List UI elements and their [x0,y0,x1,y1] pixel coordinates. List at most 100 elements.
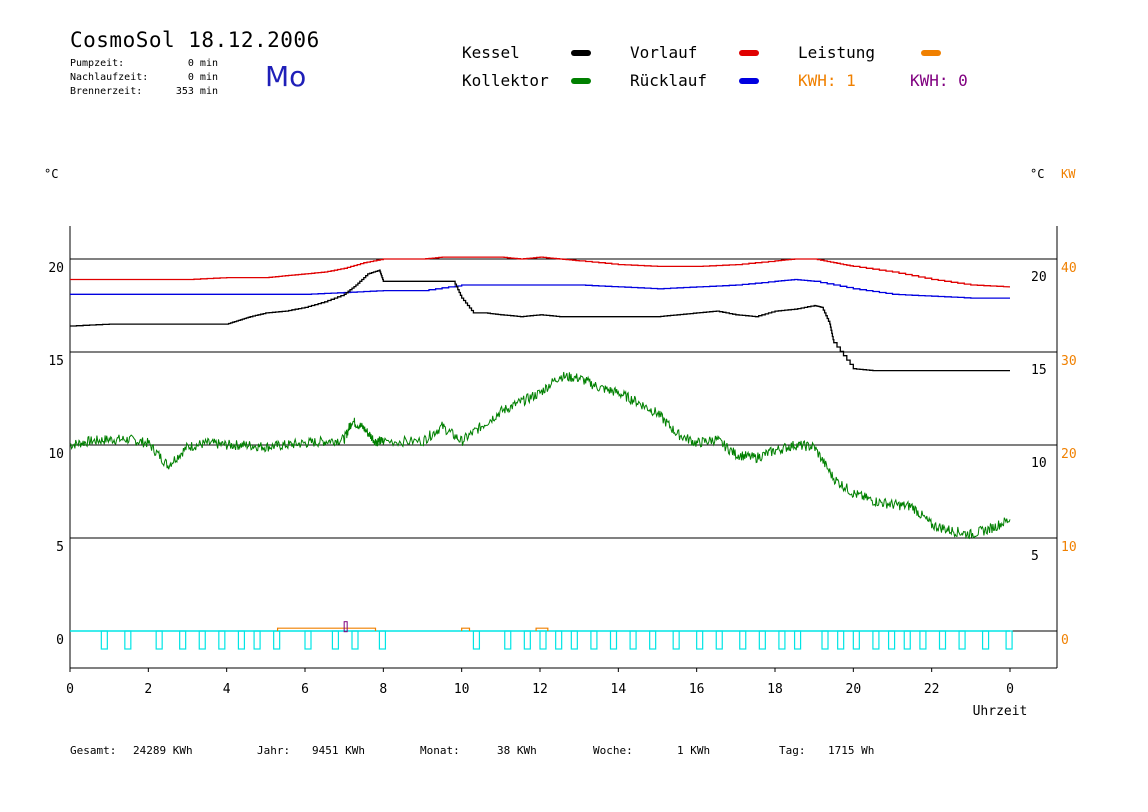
pump-pulse-35 [903,630,911,650]
pump-pulse-23 [672,630,680,650]
pump-pulse-40 [1005,630,1013,650]
y-right-kw-tick-0: 0 [1061,633,1069,648]
pump-pulse-2 [155,630,163,650]
y-right-celsius-tick-10: 10 [1031,456,1047,471]
y-right-kw-tick-10: 10 [1061,540,1077,555]
pump-pulse-4 [198,630,206,650]
y-right-kw-tick-30: 30 [1061,354,1077,369]
stat-nachlaufzeit-value: 0 min [187,72,218,83]
series-kollektor [69,371,1011,540]
pump-pulse-8 [273,630,281,650]
y-right-kw-tick-20: 20 [1061,447,1077,462]
pump-pulse-30 [821,630,829,650]
y-right-kw-tick-40: 40 [1061,261,1077,276]
legend-kwh-purple: KWH: 0 [910,71,968,90]
stat-nachlaufzeit-label: Nachlaufzeit: [70,72,149,83]
y-right-celsius-tick-15: 15 [1031,363,1047,378]
pump-pulse-15 [523,630,531,650]
power-blip-1 [461,627,471,631]
x-axis-label: Uhrzeit [973,704,1028,719]
pump-pulse-9 [304,630,312,650]
legend-kessel-label: Kessel [462,43,520,62]
pump-pulse-29 [793,630,802,650]
x-tick-label-0: 0 [66,682,74,697]
stat-brennerzeit-label: Brennerzeit: [70,86,143,97]
pump-pulse-31 [837,630,845,650]
pump-pulse-39 [981,630,990,650]
pump-pulse-32 [852,630,860,650]
y-left-tick-10: 10 [48,447,64,462]
stat-pumpzeit-value: 0 min [187,58,218,69]
footer-jahr-value: 9451 KWh [312,744,365,757]
legend-leistung-swatch [921,50,941,56]
series-kessel [70,269,1010,372]
x-tick-label-2: 4 [223,682,231,697]
pump-pulse-12 [378,630,387,650]
pump-pulse-17 [555,630,563,650]
pump-pulse-14 [504,630,512,650]
right-axis-unit-celsius: °C [1030,167,1045,181]
x-tick-label-9: 18 [767,682,783,697]
x-tick-label-1: 2 [144,682,152,697]
x-tick-label-8: 16 [689,682,705,697]
x-tick-label-5: 10 [454,682,470,697]
footer-monat-value: 38 KWh [497,744,537,757]
power-blip-0 [276,627,377,631]
kwh-marker [343,621,348,633]
legend-kollektor-label: Kollektor [462,71,549,90]
x-tick-label-6: 12 [532,682,548,697]
y-right-celsius-tick-5: 5 [1031,549,1039,564]
y-left-tick-20: 20 [48,261,64,276]
pump-pulse-10 [331,630,340,650]
footer-gesamt-label: Gesamt: [70,744,117,757]
x-tick-label-11: 22 [924,682,940,697]
page-title: CosmoSol 18.12.2006 [70,28,320,52]
pump-pulse-7 [253,630,261,650]
pump-pulse-38 [958,630,966,650]
pump-pulse-24 [696,630,704,650]
pump-pulse-20 [609,630,618,650]
legend-vorlauf-label: Vorlauf [630,43,698,62]
footer-gesamt-value: 24289 KWh [133,744,193,757]
right-axis-unit-kw: KW [1061,167,1076,181]
pump-pulse-3 [179,630,187,650]
weekday-label: Mo [265,60,307,93]
pump-pulse-6 [237,630,246,650]
pump-pulse-1 [124,630,132,650]
stat-pumpzeit-label: Pumpzeit: [70,58,125,69]
power-blip-2 [535,627,549,631]
pump-pulse-26 [739,630,747,650]
pump-pulse-18 [570,630,578,650]
pump-pulse-11 [351,630,359,650]
y-left-tick-0: 0 [56,633,64,648]
pump-pulse-0 [100,630,108,650]
footer-woche-label: Woche: [593,744,633,757]
legend-kessel-swatch [571,50,591,56]
legend-ruecklauf-label: Rücklauf [630,71,708,90]
x-tick-label-3: 6 [301,682,309,697]
footer-tag-value: 1715 Wh [828,744,875,757]
pump-pulse-36 [919,630,927,650]
y-right-celsius-tick-20: 20 [1031,270,1047,285]
footer-jahr-label: Jahr: [257,744,291,757]
x-tick-label-7: 14 [611,682,627,697]
legend-leistung-label: Leistung [798,43,876,62]
x-tick-label-4: 8 [379,682,387,697]
legend-ruecklauf-swatch [739,78,759,84]
left-axis-unit: °C [44,167,59,181]
series-vorlauf [70,256,1011,288]
pump-pulse-13 [472,630,481,650]
x-tick-label-12: 0 [1006,682,1014,697]
pump-pulse-21 [629,630,637,650]
legend-kollektor-swatch [571,78,591,84]
pump-pulse-28 [778,630,786,650]
pump-pulse-16 [539,630,547,650]
pump-pulse-5 [218,630,226,650]
pump-pulse-37 [938,630,947,650]
pump-pulse-33 [872,630,880,650]
y-left-tick-5: 5 [56,540,64,555]
footer-woche-value: 1 KWh [677,744,711,757]
pump-pulse-25 [715,630,723,650]
legend-kwh-orange: KWH: 1 [798,71,856,90]
